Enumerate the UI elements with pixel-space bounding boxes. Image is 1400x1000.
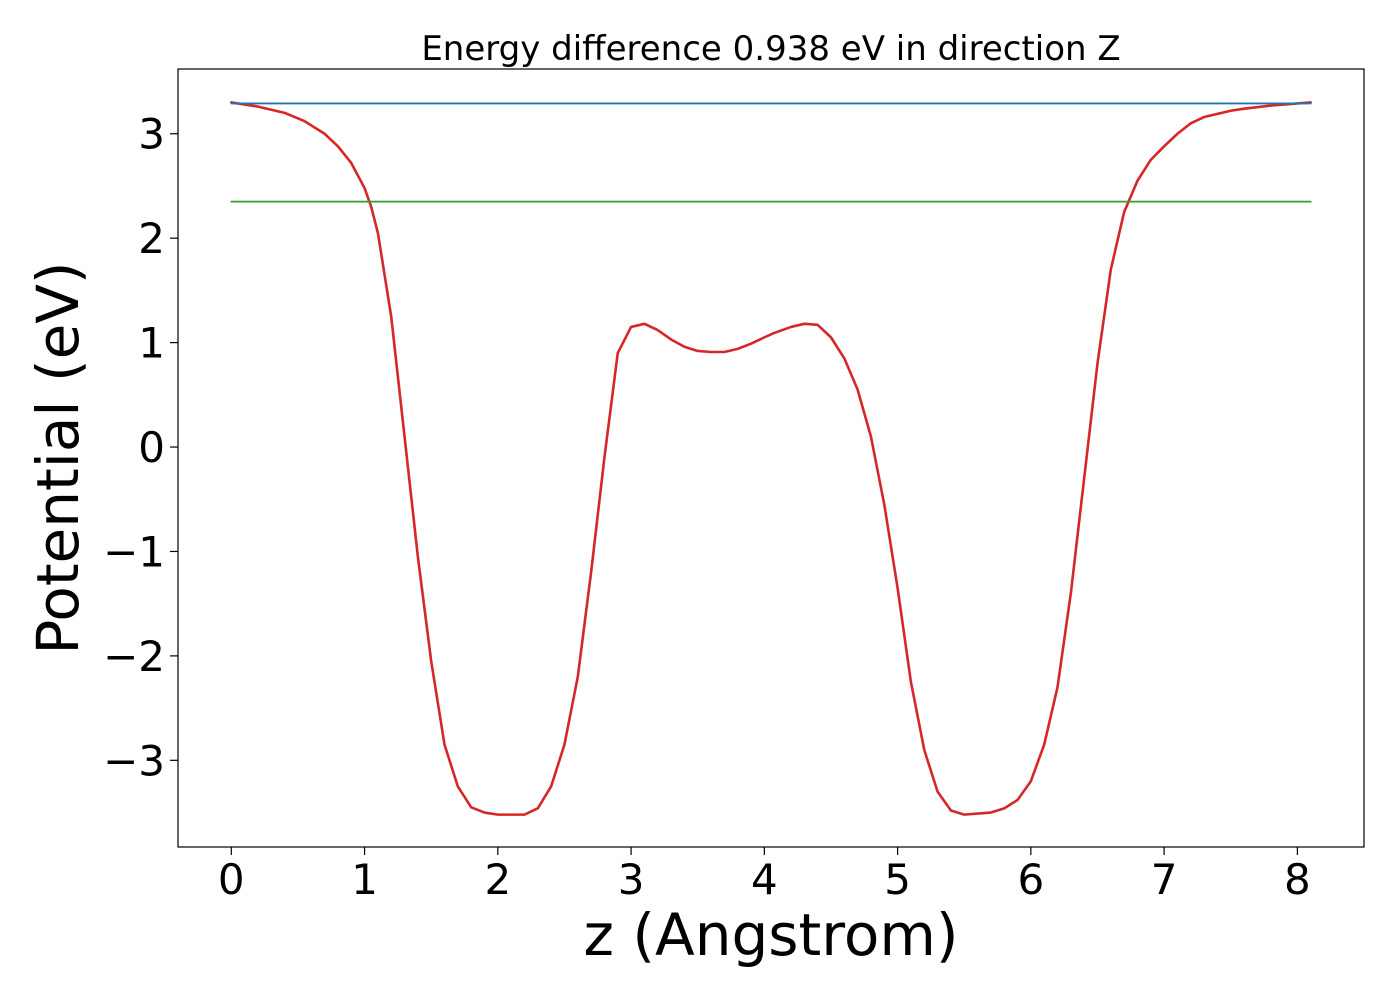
y-tick-label: 3 [138,110,165,159]
y-tick-label: 1 [138,319,165,368]
x-tick-label: 0 [218,855,245,904]
y-tick-label: 2 [138,214,165,263]
chart-title: Energy difference 0.938 eV in direction … [421,29,1120,69]
y-tick-label: −2 [103,632,165,681]
x-axis-label: z (Angstrom) [584,901,959,969]
x-tick-label: 2 [484,855,511,904]
series-layer [230,101,1312,816]
x-tick-label: 3 [618,855,645,904]
x-tick-label: 1 [351,855,378,904]
plot-frame [177,68,1365,848]
x-tick-label: 8 [1284,855,1311,904]
x-tick-label: 6 [1017,855,1044,904]
x-tick-label: 7 [1151,855,1178,904]
series-line-1 [230,101,1312,816]
y-axis-ticks: −3 −2 −1 0 1 2 3 [103,110,178,785]
x-axis-ticks: 0 1 2 3 4 5 6 7 8 [218,847,1311,904]
y-tick-label: −3 [103,736,165,785]
y-tick-label: 0 [138,423,165,472]
y-axis-label: Potential (eV) [24,261,92,654]
x-tick-label: 4 [751,855,778,904]
y-tick-label: −1 [103,527,165,576]
x-tick-label: 5 [884,855,911,904]
